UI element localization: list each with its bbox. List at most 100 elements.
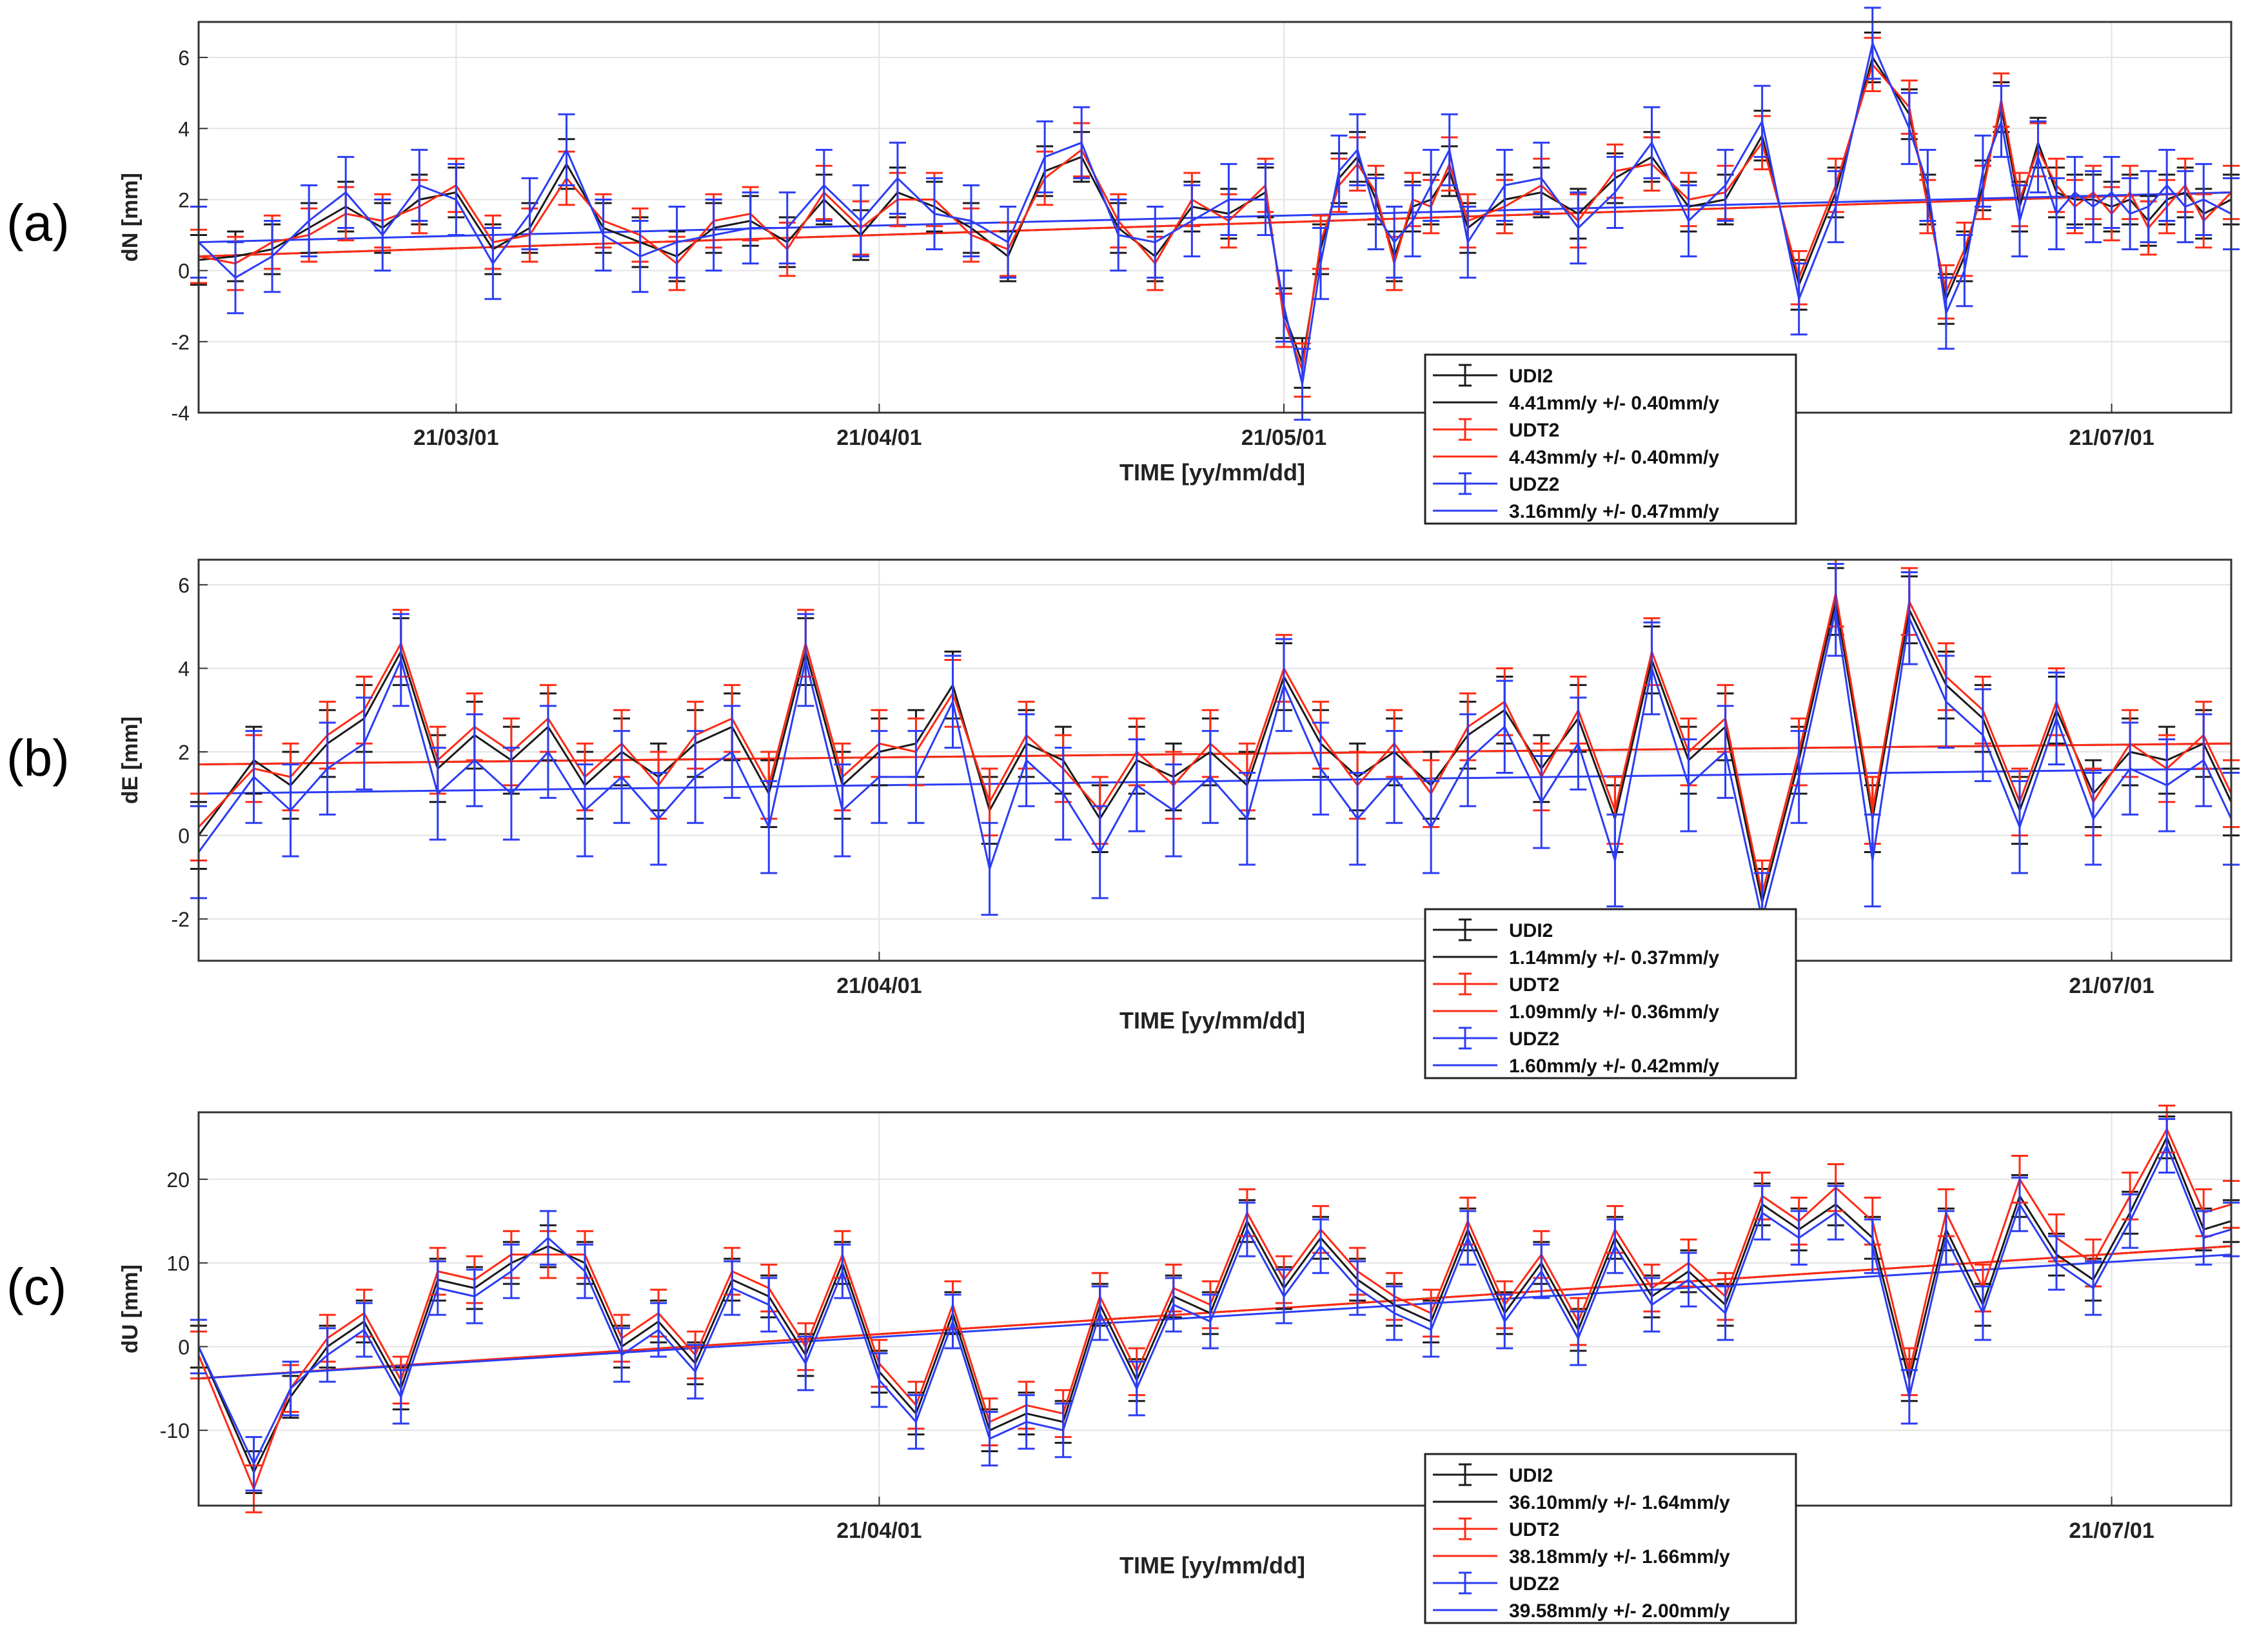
error-bar-udz2 bbox=[245, 730, 262, 824]
error-bar-udz2 bbox=[1937, 1210, 1955, 1266]
error-bar-udz2 bbox=[1220, 162, 1237, 237]
error-bar-udz2 bbox=[2048, 671, 2065, 765]
error-bar-udz2 bbox=[1993, 84, 2010, 158]
error-bar-udz2 bbox=[282, 763, 299, 858]
legend-fit-udt2: 38.18mm/y +/- 1.66mm/y bbox=[1509, 1546, 1730, 1568]
x-tick-label: 21/03/01 bbox=[413, 426, 498, 450]
y-tick-label: 4 bbox=[178, 117, 190, 141]
series-line-udt2 bbox=[197, 1128, 2232, 1490]
x-tick-label: 21/05/01 bbox=[1241, 426, 1326, 450]
y-tick-label: 2 bbox=[178, 741, 190, 764]
error-bar-udz2 bbox=[944, 1293, 961, 1350]
legend: UDI2 4.41mm/y +/- 0.40mm/y UDT2 4.43mm/y +/… bbox=[1424, 353, 1797, 525]
error-bar-udz2 bbox=[2195, 713, 2213, 807]
error-bar-udz2 bbox=[1330, 134, 1348, 208]
axes-frame bbox=[197, 21, 2232, 414]
error-bar-udz2 bbox=[926, 177, 943, 251]
error-bar-udz2 bbox=[1257, 162, 1274, 237]
x-tick-label: 21/07/01 bbox=[2069, 426, 2154, 450]
legend-marker-udi2 bbox=[1433, 918, 1497, 941]
y-tick-label: 2 bbox=[178, 188, 190, 211]
y-tick-label: 0 bbox=[178, 825, 190, 848]
error-bar-udz2 bbox=[1073, 106, 1090, 179]
error-bar-udz2 bbox=[889, 141, 906, 215]
legend-fit-udi2: 4.41mm/y +/- 0.40mm/y bbox=[1509, 393, 1719, 414]
error-bar-udz2 bbox=[1183, 184, 1201, 258]
error-bar-udz2 bbox=[1864, 1218, 1881, 1274]
error-bar-udz2 bbox=[2048, 177, 2065, 251]
error-bar-udz2 bbox=[355, 696, 373, 791]
series-udz2 bbox=[190, 6, 2240, 421]
error-bar-udz2 bbox=[1386, 205, 1403, 279]
legend-marker-udz2 bbox=[1433, 472, 1497, 495]
error-bar-udz2 bbox=[227, 241, 244, 315]
error-bar-udz2 bbox=[392, 613, 409, 707]
error-bar-udz2 bbox=[1054, 1402, 1072, 1459]
y-tick-label: 6 bbox=[178, 46, 190, 70]
plot-area bbox=[199, 560, 2231, 961]
error-bar-udz2 bbox=[1349, 113, 1366, 186]
x-tick-label: 21/04/01 bbox=[836, 1519, 922, 1543]
error-bar-udz2 bbox=[871, 1352, 888, 1408]
error-bar-udz2 bbox=[1201, 730, 1219, 824]
x-tick-label: 21/04/01 bbox=[836, 426, 922, 450]
series-line-udt2 bbox=[197, 592, 2232, 895]
legend-fit-udt2: 1.09mm/y +/- 0.36mm/y bbox=[1509, 1001, 1719, 1023]
error-bar-udz2 bbox=[577, 763, 594, 858]
panel-label-b: (b) bbox=[6, 729, 70, 787]
legend-marker-udi2 bbox=[1433, 1463, 1497, 1486]
error-bar-udz2 bbox=[429, 747, 446, 841]
legend-marker-udt2 bbox=[1433, 972, 1497, 996]
error-bar-udz2 bbox=[2085, 771, 2102, 866]
error-bar-udz2 bbox=[834, 1243, 851, 1299]
error-bar-udz2 bbox=[1275, 270, 1292, 343]
series-line-udz2 bbox=[197, 42, 2232, 386]
error-bar-udz2 bbox=[1496, 680, 1513, 774]
legend-label-udz2: UDZ2 bbox=[1509, 1028, 1559, 1050]
legend-marker-udz2 bbox=[1433, 1027, 1497, 1050]
error-bar-udz2 bbox=[742, 191, 759, 265]
error-bar-udz2 bbox=[1717, 705, 1734, 799]
series-udt2 bbox=[190, 558, 2240, 929]
legend-label-udz2: UDZ2 bbox=[1509, 474, 1559, 495]
legend-label-udz2: UDZ2 bbox=[1509, 1573, 1559, 1595]
error-bar-udz2 bbox=[1367, 177, 1385, 251]
error-bar-udz2 bbox=[1423, 1302, 1440, 1358]
error-bar-udz2 bbox=[907, 1394, 925, 1450]
y-tick-label: -4 bbox=[172, 402, 190, 425]
error-bar-udz2 bbox=[1496, 1293, 1513, 1350]
y-axis-label: dN [mm] bbox=[118, 173, 143, 262]
error-bar-udz2 bbox=[724, 705, 741, 799]
error-bar-udz2 bbox=[1147, 205, 1164, 279]
series-line-udi2 bbox=[197, 600, 2232, 903]
chart-panel-a: -4 -2 0 2 4 6 21/03/01 21/04/01 21/05/01 21/07/01… bbox=[118, 6, 2240, 525]
error-bar-udz2 bbox=[1000, 205, 1017, 279]
error-bar-udz2 bbox=[613, 1327, 631, 1383]
error-bar-udz2 bbox=[521, 177, 538, 251]
error-bar-udz2 bbox=[2029, 120, 2047, 193]
y-axis-label: dU [mm] bbox=[118, 1264, 143, 1353]
error-bar-udz2 bbox=[2103, 155, 2120, 230]
error-bar-udz2 bbox=[1790, 1210, 1808, 1266]
error-bar-udz2 bbox=[705, 198, 722, 272]
error-bar-udz2 bbox=[1864, 6, 1881, 80]
error-bar-udz2 bbox=[1643, 106, 1661, 179]
error-bar-udz2 bbox=[411, 148, 428, 222]
legend-fit-udi2: 1.14mm/y +/- 0.37mm/y bbox=[1509, 947, 1719, 969]
error-bar-udz2 bbox=[1864, 813, 1881, 908]
series-udz2 bbox=[190, 562, 2240, 966]
x-axis-label: TIME [yy/mm/dd] bbox=[1119, 1552, 1305, 1578]
axes-frame bbox=[197, 1111, 2232, 1507]
error-bar-udz2 bbox=[2140, 170, 2157, 244]
error-bar-udz2 bbox=[245, 1436, 262, 1492]
error-bar-udz2 bbox=[1753, 84, 1771, 158]
trend-line-udz2 bbox=[198, 1254, 2232, 1380]
error-bar-udz2 bbox=[815, 148, 833, 222]
legend-fit-udz2: 39.58mm/y +/- 2.00mm/y bbox=[1509, 1600, 1730, 1622]
x-tick-label: 21/07/01 bbox=[2069, 974, 2154, 998]
y-tick-label: 6 bbox=[178, 574, 190, 597]
error-bar-udz2 bbox=[466, 713, 483, 807]
error-bar-udz2 bbox=[539, 1210, 557, 1266]
panel-label-c: (c) bbox=[6, 1258, 67, 1315]
